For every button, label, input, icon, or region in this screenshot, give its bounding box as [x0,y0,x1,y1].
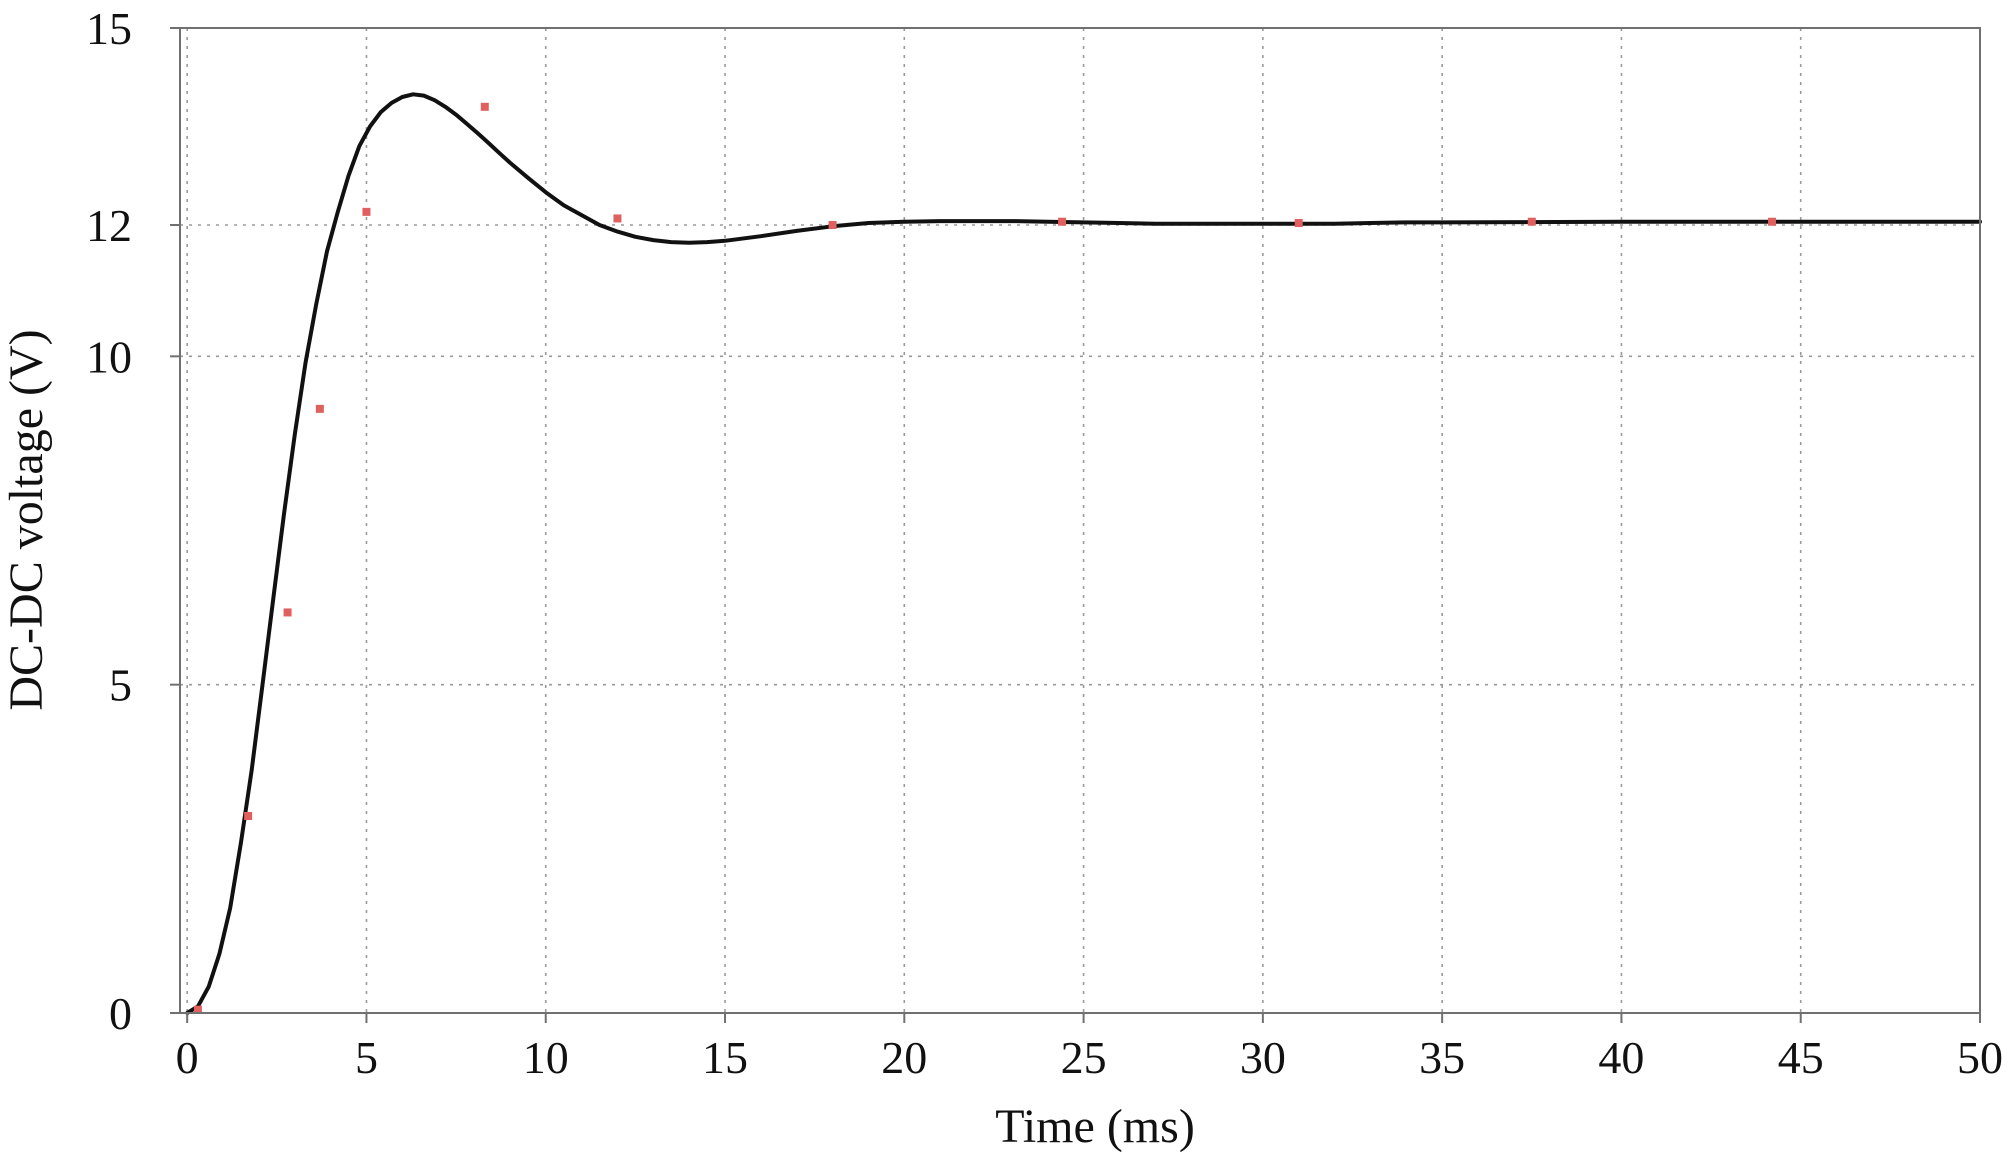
data-point-marker [244,812,253,820]
x-tick-label: 35 [1419,1032,1465,1083]
x-tick-label: 15 [702,1032,748,1083]
x-axis-title: Time (ms) [995,1100,1195,1153]
x-tick-label: 30 [1240,1032,1286,1083]
data-point-marker [828,221,837,229]
data-point-marker [1058,217,1067,226]
data-point-marker [480,102,489,111]
data-point-marker [1768,217,1777,226]
plot-frame [179,27,1981,1014]
x-tick-label: 5 [355,1032,378,1083]
data-point-marker [362,207,371,216]
x-tick-label: 10 [523,1032,569,1083]
x-tick-label: 40 [1598,1032,1644,1083]
data-point-marker [283,608,292,617]
data-point-marker [1294,219,1303,228]
data-point-marker [1527,217,1536,226]
tick-labels: 0 5 10 15 20 25 30 35 40 45 50 0 5 10 12 15 [86,3,2003,1083]
x-tick-label: 0 [176,1032,199,1083]
x-tick-label: 20 [881,1032,927,1083]
data-point-marker [315,404,324,413]
y-tick-label: 5 [109,660,132,711]
series-group [185,92,1982,1015]
y-tick-label: 15 [86,3,132,54]
x-tick-label: 50 [1957,1032,2003,1083]
y-tick-label: 12 [86,200,132,251]
plot-area-background [180,28,1980,1013]
y-axis-title: DC-DC voltage (V) [0,329,53,710]
x-tick-label: 45 [1778,1032,1824,1083]
data-point-marker [193,1005,202,1014]
x-tick-label: 25 [1061,1032,1107,1083]
data-point-marker [613,214,622,223]
voltage-curve [185,92,1982,1015]
y-tick-label: 10 [86,331,132,382]
y-tick-label: 0 [109,988,132,1039]
